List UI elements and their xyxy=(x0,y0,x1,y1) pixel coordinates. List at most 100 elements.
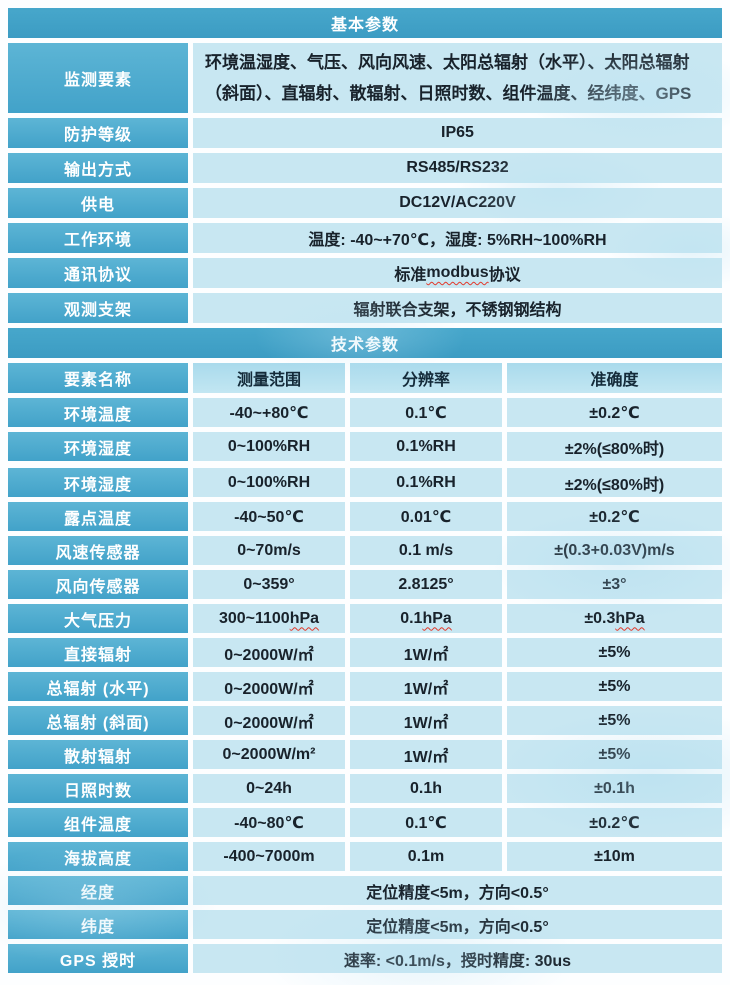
row-value: 环境温湿度、气压、风向风速、太阳总辐射（水平）、太阳总辐射（斜面）、直辐射、散辐… xyxy=(193,43,722,113)
row-label: 总辐射 (斜面) xyxy=(8,706,188,735)
range-cell: 0~2000W/m² xyxy=(193,740,345,769)
row-scattered-radiation: 散射辐射 0~2000W/m² 1W/㎡ ±5% xyxy=(8,740,722,769)
row-module-temperature: 组件温度 -40~80℃ 0.1℃ ±0.2℃ xyxy=(8,808,722,837)
range-cell: -400~7000m xyxy=(193,842,345,871)
row-total-radiation-tilted: 总辐射 (斜面) 0~2000W/㎡ 1W/㎡ ±5% xyxy=(8,706,722,735)
row-ambient-humidity: 环境湿度 0~100%RH 0.1%RH ±2%(≤80%时) xyxy=(8,432,722,461)
row-value: 辐射联合支架，不锈钢钢结构 xyxy=(193,293,722,323)
row-label: 直接辐射 xyxy=(8,638,188,667)
row-label: 组件温度 xyxy=(8,808,188,837)
row-value: RS485/RS232 xyxy=(193,153,722,183)
row-label: 经度 xyxy=(8,876,188,905)
resolution-cell: 0.1%RH xyxy=(350,432,502,461)
range-cell: 0~100%RH xyxy=(193,432,345,461)
accuracy-cell: ±2%(≤80%时) xyxy=(507,468,722,497)
range-cell: -40~+80℃ xyxy=(193,398,345,427)
tech-column-header-row: 要素名称 测量范围 分辨率 准确度 xyxy=(8,363,722,393)
row-gps-timing: GPS 授时 速率: <0.1m/s，授时精度: 30us xyxy=(8,944,722,973)
accuracy-cell: ±0.2℃ xyxy=(507,398,722,427)
row-communication-protocol: 通讯协议 标准 modbus 协议 xyxy=(8,258,722,288)
row-longitude: 经度 定位精度<5m，方向<0.5° xyxy=(8,876,722,905)
col-header-range: 测量范围 xyxy=(193,363,345,393)
row-wind-direction-sensor: 风向传感器 0~359° 2.8125° ±3° xyxy=(8,570,722,599)
row-value: 速率: <0.1m/s，授时精度: 30us xyxy=(193,944,722,973)
row-wind-speed-sensor: 风速传感器 0~70m/s 0.1 m/s ±(0.3+0.03V)m/s xyxy=(8,536,722,565)
range-cell: 0~70m/s xyxy=(193,536,345,565)
range-number: 300~1100 xyxy=(218,609,290,627)
resolution-cell: 2.8125° xyxy=(350,570,502,599)
row-label: 风速传感器 xyxy=(8,536,188,565)
row-label: 防护等级 xyxy=(8,118,188,148)
row-label: 环境温度 xyxy=(8,398,188,427)
accuracy-number: ±0.3 xyxy=(584,609,616,627)
row-label: 海拔高度 xyxy=(8,842,188,871)
range-cell: -40~80℃ xyxy=(193,808,345,837)
resolution-cell: 0.1℃ xyxy=(350,398,502,427)
row-value: DC12V/AC220V xyxy=(193,188,722,218)
section-header-technical-params: 技术参数 xyxy=(8,328,722,358)
accuracy-cell: ±5% xyxy=(507,638,722,667)
range-cell: 0~359° xyxy=(193,570,345,599)
resolution-number: 0.1 xyxy=(400,609,423,627)
row-value: 标准 modbus 协议 xyxy=(193,258,722,288)
col-header-resolution: 分辨率 xyxy=(350,363,502,393)
row-label: 环境湿度 xyxy=(8,468,188,497)
resolution-cell: 0.01℃ xyxy=(350,502,502,531)
row-label: 大气压力 xyxy=(8,604,188,633)
resolution-cell: 0.1%RH xyxy=(350,468,502,497)
protocol-prefix: 标准 xyxy=(394,267,427,284)
row-monitoring-elements: 监测要素 环境温湿度、气压、风向风速、太阳总辐射（水平）、太阳总辐射（斜面）、直… xyxy=(8,43,722,113)
row-label: 日照时数 xyxy=(8,774,188,803)
range-cell: 0~2000W/㎡ xyxy=(193,706,345,735)
row-label: 总辐射 (水平) xyxy=(8,672,188,701)
row-label: 输出方式 xyxy=(8,153,188,183)
accuracy-cell: ±0.2℃ xyxy=(507,808,722,837)
row-dew-point-temperature: 露点温度 -40~50℃ 0.01℃ ±0.2℃ xyxy=(8,502,722,531)
section-header-basic-params: 基本参数 xyxy=(8,8,722,38)
protocol-spellcheck-word: modbus xyxy=(426,264,489,281)
row-value: 温度: -40~+70℃，湿度: 5%RH~100%RH xyxy=(193,223,722,253)
row-value: 定位精度<5m，方向<0.5° xyxy=(193,876,722,905)
row-label: 监测要素 xyxy=(8,43,188,113)
row-label: 纬度 xyxy=(8,910,188,939)
range-cell: 300~1100 hPa xyxy=(193,604,345,633)
row-direct-radiation: 直接辐射 0~2000W/㎡ 1W/㎡ ±5% xyxy=(8,638,722,667)
row-label: GPS 授时 xyxy=(8,944,188,973)
resolution-cell: 1W/㎡ xyxy=(350,672,502,701)
accuracy-cell: ±10m xyxy=(507,842,722,871)
row-observation-bracket: 观测支架 辐射联合支架，不锈钢钢结构 xyxy=(8,293,722,323)
range-cell: 0~2000W/㎡ xyxy=(193,672,345,701)
row-label: 供电 xyxy=(8,188,188,218)
resolution-unit-spellcheck: hPa xyxy=(422,609,452,627)
resolution-cell: 0.1h xyxy=(350,774,502,803)
range-unit-spellcheck: hPa xyxy=(289,609,320,627)
row-output-interface: 输出方式 RS485/RS232 xyxy=(8,153,722,183)
col-header-accuracy: 准确度 xyxy=(507,363,722,393)
accuracy-cell: ±5% xyxy=(507,672,722,701)
row-protection-rating: 防护等级 IP65 xyxy=(8,118,722,148)
accuracy-cell: ±0.1h xyxy=(507,774,722,803)
accuracy-cell: ±5% xyxy=(507,706,722,735)
col-header-element-name: 要素名称 xyxy=(8,363,188,393)
row-value: 定位精度<5m，方向<0.5° xyxy=(193,910,722,939)
accuracy-cell: ±3° xyxy=(507,570,722,599)
row-label: 环境湿度 xyxy=(8,432,188,461)
row-altitude: 海拔高度 -400~7000m 0.1m ±10m xyxy=(8,842,722,871)
resolution-cell: 0.1 m/s xyxy=(350,536,502,565)
row-sunshine-hours: 日照时数 0~24h 0.1h ±0.1h xyxy=(8,774,722,803)
row-ambient-humidity-2: 环境湿度 0~100%RH 0.1%RH ±2%(≤80%时) xyxy=(8,468,722,497)
row-label: 工作环境 xyxy=(8,223,188,253)
row-label: 通讯协议 xyxy=(8,258,188,288)
accuracy-unit-spellcheck: hPa xyxy=(615,609,645,627)
row-label: 散射辐射 xyxy=(8,740,188,769)
resolution-cell: 0.1m xyxy=(350,842,502,871)
row-air-pressure: 大气压力 300~1100 hPa 0.1 hPa ±0.3 hPa xyxy=(8,604,722,633)
accuracy-cell: ±(0.3+0.03V)m/s xyxy=(507,536,722,565)
resolution-cell: 0.1 hPa xyxy=(350,604,502,633)
range-cell: 0~24h xyxy=(193,774,345,803)
accuracy-cell: ±5% xyxy=(507,740,722,769)
accuracy-cell: ±2%(≤80%时) xyxy=(507,432,722,461)
row-operating-environment: 工作环境 温度: -40~+70℃，湿度: 5%RH~100%RH xyxy=(8,223,722,253)
range-cell: -40~50℃ xyxy=(193,502,345,531)
